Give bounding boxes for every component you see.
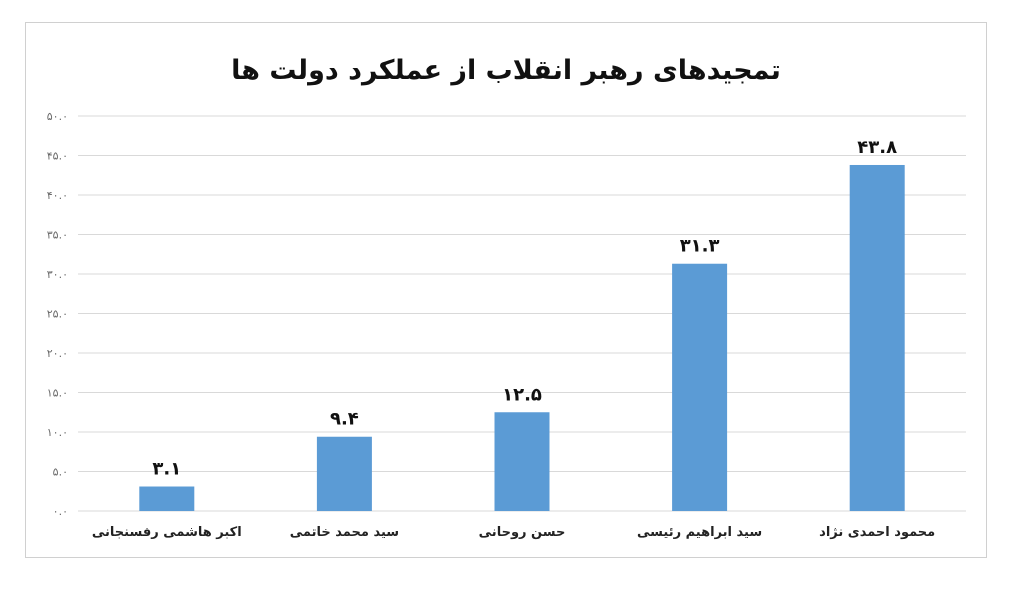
bar [849,164,905,512]
y-tick-label: ۳۰.۰ [47,268,68,281]
y-tick-label: ۵۰.۰ [47,110,68,123]
bar [494,412,550,511]
y-tick-label: ۳۵.۰ [47,229,68,242]
data-label: ۹.۴ [330,409,359,430]
y-tick-label: ۴۵.۰ [47,150,68,163]
y-tick-label: ۱۰.۰ [47,426,68,439]
data-label: ۳.۱ [152,459,181,480]
y-tick-label: ۵.۰ [53,466,68,479]
category-label: اکبر هاشمی رفسنجانی [92,525,242,540]
bar [316,436,372,511]
category-label: حسن روحانی [479,525,566,540]
y-tick-label: ۱۵.۰ [47,387,68,400]
chart-frame: تمجیدهای رهبر انقلاب از عملکرد دولت ها ۰… [25,22,987,558]
y-tick-label: ۲۵.۰ [47,308,68,321]
data-label: ۳۱.۳ [680,236,720,257]
y-tick-label: ۲۰.۰ [47,347,68,360]
category-label: محمود احمدی نژاد [819,525,935,540]
bar [672,263,728,511]
category-label: سید ابراهیم رئیسی [637,525,762,540]
data-label: ۴۳.۸ [857,137,897,158]
bar-chart: تمجیدهای رهبر انقلاب از عملکرد دولت ها ۰… [47,55,966,540]
chart-title: تمجیدهای رهبر انقلاب از عملکرد دولت ها [231,55,781,86]
bar [139,486,195,511]
y-tick-label: ۰.۰ [53,505,68,518]
data-label: ۱۲.۵ [502,384,542,405]
category-label: سید محمد خاتمی [290,525,399,540]
y-tick-label: ۴۰.۰ [47,189,68,202]
